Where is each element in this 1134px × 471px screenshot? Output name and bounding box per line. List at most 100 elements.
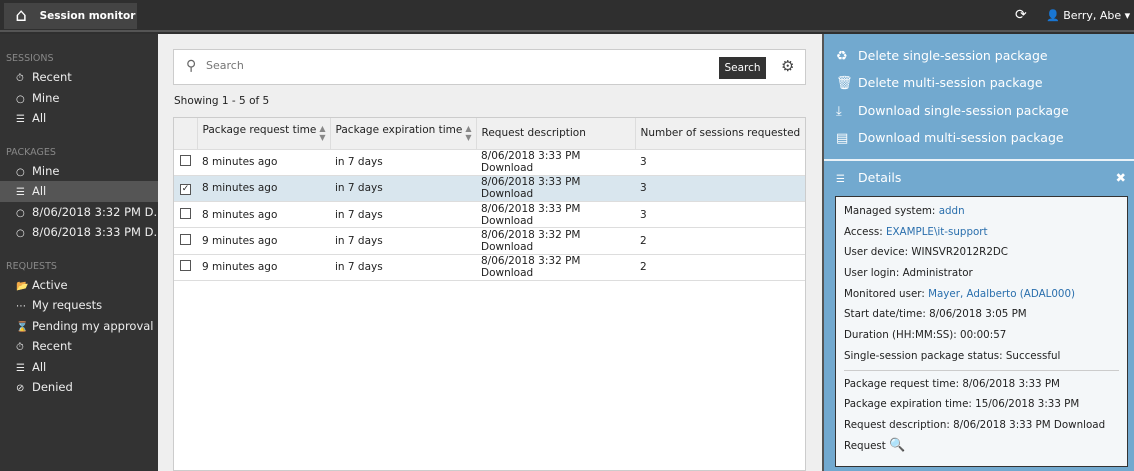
sidebar-item-sessions-recent[interactable]: ⏱ Recent <box>0 67 158 88</box>
detail-label: User login: <box>844 267 903 280</box>
action-delete-single-session-package[interactable]: ♻ Delete single-session package <box>824 42 1134 69</box>
divider <box>844 369 1119 371</box>
detail-value: WINSVR2012R2DC <box>911 246 1008 259</box>
table-cell: 8/06/2018 3:33 PM Download <box>476 175 635 203</box>
sidebar-item-packages-8-06-2018-3-32-pm-d-[interactable]: ○ 8/06/2018 3:32 PM D... <box>0 202 158 223</box>
action-label: Download single-session package <box>858 102 1069 118</box>
table-cell: 9 minutes ago <box>197 227 330 255</box>
table-row[interactable]: 9 minutes ago in 7 days 8/06/2018 3:32 PM … <box>174 227 805 255</box>
sidebar-item-label: Mine <box>32 90 60 105</box>
detail-row: Single-session package status: Successfu… <box>844 346 1119 367</box>
row-checkbox[interactable] <box>180 234 191 246</box>
search-icon: ⚲ <box>186 58 197 74</box>
row-checkbox[interactable]: ✓ <box>180 183 191 195</box>
detail-label: Request description: <box>844 418 954 431</box>
clock-icon: ⏱ <box>16 73 24 84</box>
detail-row: Access: EXAMPLE\it-support <box>844 222 1119 243</box>
list-icon: ☰ <box>16 187 25 198</box>
detail-value: 8/06/2018 3:05 PM <box>929 308 1027 321</box>
main-content: ⚲ Search ⚙ Showing 1 - 5 of 5 Package re… <box>158 34 822 471</box>
table-cell: 8/06/2018 3:33 PM Download <box>476 201 635 229</box>
detail-row: Duration (HH:MM:SS): 00:00:57 <box>844 325 1119 346</box>
user-menu[interactable]: 👤 Berry, Abe ▾ <box>1046 9 1130 22</box>
detail-value: 8/06/2018 3:33 PM Download <box>953 418 1106 431</box>
close-icon[interactable]: ✖ <box>1115 170 1126 185</box>
sidebar-item-label: 8/06/2018 3:32 PM D... <box>32 204 158 219</box>
detail-label: Duration (HH:MM:SS): <box>844 329 961 342</box>
sidebar-item-label: Active <box>32 277 68 292</box>
detail-row: Monitored user: Mayer, Adalberto (ADAL00… <box>844 284 1119 305</box>
refresh-icon[interactable]: ⟳ <box>1015 7 1027 23</box>
detail-row: Package expiration time: 15/06/2018 3:33… <box>844 394 1119 415</box>
table-cell: in 7 days <box>330 175 476 203</box>
list-icon: ☰ <box>16 114 25 125</box>
sidebar-item-sessions-mine[interactable]: ○ Mine <box>0 88 158 109</box>
table-cell: 3 <box>635 201 805 229</box>
sidebar-item-requests-my-requests[interactable]: ⋯ My requests <box>0 295 158 316</box>
sidebar-item-requests-active[interactable]: 📂 Active <box>0 275 158 296</box>
result-count: Showing 1 - 5 of 5 <box>174 95 270 107</box>
action-download-multi-session-package[interactable]: ▤ Download multi-session package <box>824 124 1134 151</box>
user-name: Berry, Abe <box>1063 9 1122 22</box>
table-cell: 8/06/2018 3:33 PM Download <box>476 149 635 176</box>
home-icon[interactable]: ⌂ <box>4 3 38 29</box>
table-cell: in 7 days <box>330 149 476 176</box>
sidebar-item-label: Denied <box>32 380 73 394</box>
sidebar-item-label: All <box>32 111 47 125</box>
row-checkbox[interactable] <box>180 155 191 167</box>
row-checkbox[interactable] <box>180 260 191 272</box>
sidebar-item-requests-all[interactable]: ☰ All <box>0 357 158 378</box>
table-cell: 3 <box>635 149 805 176</box>
sidebar-item-packages-mine[interactable]: ○ Mine <box>0 161 158 182</box>
recycle-icon: ♻ <box>836 49 848 64</box>
detail-label: Managed system: <box>844 205 939 217</box>
sidebar-item-requests-denied[interactable]: ⊘ Denied <box>0 377 158 398</box>
column-header[interactable]: Number of sessions requested <box>635 118 805 150</box>
search-button[interactable]: Search <box>719 57 766 79</box>
column-header[interactable]: Package request time ▲ ▼ <box>197 118 331 150</box>
detail-label: User device: <box>844 246 912 259</box>
column-header[interactable]: Request description <box>476 118 636 150</box>
detail-row: Request 🔍 <box>844 436 1119 457</box>
search-input[interactable] <box>206 59 706 72</box>
trash-icon: 🗑 <box>836 76 853 92</box>
action-delete-multi-session-package[interactable]: 🗑 Delete multi-session package <box>824 69 1134 96</box>
hourglass-icon: ⌛ <box>16 321 29 333</box>
detail-value[interactable]: Mayer, Adalberto (ADAL000) <box>928 287 1076 300</box>
sidebar-item-packages-8-06-2018-3-33-pm-d-[interactable]: ○ 8/06/2018 3:33 PM D... <box>0 222 158 243</box>
table-cell: 8 minutes ago <box>197 201 330 229</box>
server-icon: ▤ <box>836 130 849 146</box>
circle-icon: ○ <box>16 93 25 105</box>
detail-value[interactable]: addn <box>938 205 965 217</box>
action-download-single-session-package[interactable]: ⤓ Download single-session package <box>824 97 1134 124</box>
row-checkbox[interactable] <box>180 207 191 219</box>
gear-icon[interactable]: ⚙ <box>781 57 795 75</box>
table-row[interactable]: ✓ 8 minutes ago in 7 days 8/06/2018 3:33 PM… <box>174 175 805 203</box>
table-row[interactable]: 8 minutes ago in 7 days 8/06/2018 3:33 PM … <box>174 201 805 229</box>
sidebar-item-sessions-all[interactable]: ☰ All <box>0 108 158 129</box>
sidebar-item-packages-all[interactable]: ☰ All <box>0 181 158 202</box>
table-cell: 8 minutes ago <box>197 149 330 176</box>
app-title-tab[interactable]: Session monitor <box>38 3 137 29</box>
table-row[interactable]: 8 minutes ago in 7 days 8/06/2018 3:33 PM … <box>174 149 805 176</box>
sidebar-item-label: 8/06/2018 3:33 PM D... <box>32 225 158 239</box>
table-cell: 8 minutes ago <box>197 175 330 203</box>
sidebar-section-packages: PACKAGES <box>6 146 56 158</box>
detail-row: Package request time: 8/06/2018 3:33 PM <box>844 374 1119 395</box>
detail-label: Package expiration time: <box>844 398 976 411</box>
table-cell: in 7 days <box>330 227 476 255</box>
action-label: Delete single-session package <box>858 48 1048 63</box>
sidebar-item-label: All <box>32 184 47 198</box>
sidebar-item-requests-recent[interactable]: ⏱ Recent <box>0 336 158 357</box>
sort-icon[interactable]: ▲ ▼ <box>465 124 472 143</box>
detail-value: 8/06/2018 3:33 PM <box>962 377 1060 390</box>
sidebar-item-requests-pending-my-approval[interactable]: ⌛ Pending my approval <box>0 316 158 337</box>
sidebar-item-label: Mine <box>32 163 60 178</box>
table-row[interactable]: 9 minutes ago in 7 days 8/06/2018 3:32 PM … <box>174 254 805 281</box>
sort-icon[interactable]: ▲ ▼ <box>319 124 326 143</box>
ellipsis-icon: ⋯ <box>16 301 26 312</box>
column-header[interactable]: Package expiration time ▲ ▼ <box>330 118 477 150</box>
detail-value[interactable]: EXAMPLE\it-support <box>886 225 988 238</box>
table-cell: 2 <box>635 227 805 255</box>
magnifier-icon[interactable]: 🔍 <box>889 437 906 453</box>
